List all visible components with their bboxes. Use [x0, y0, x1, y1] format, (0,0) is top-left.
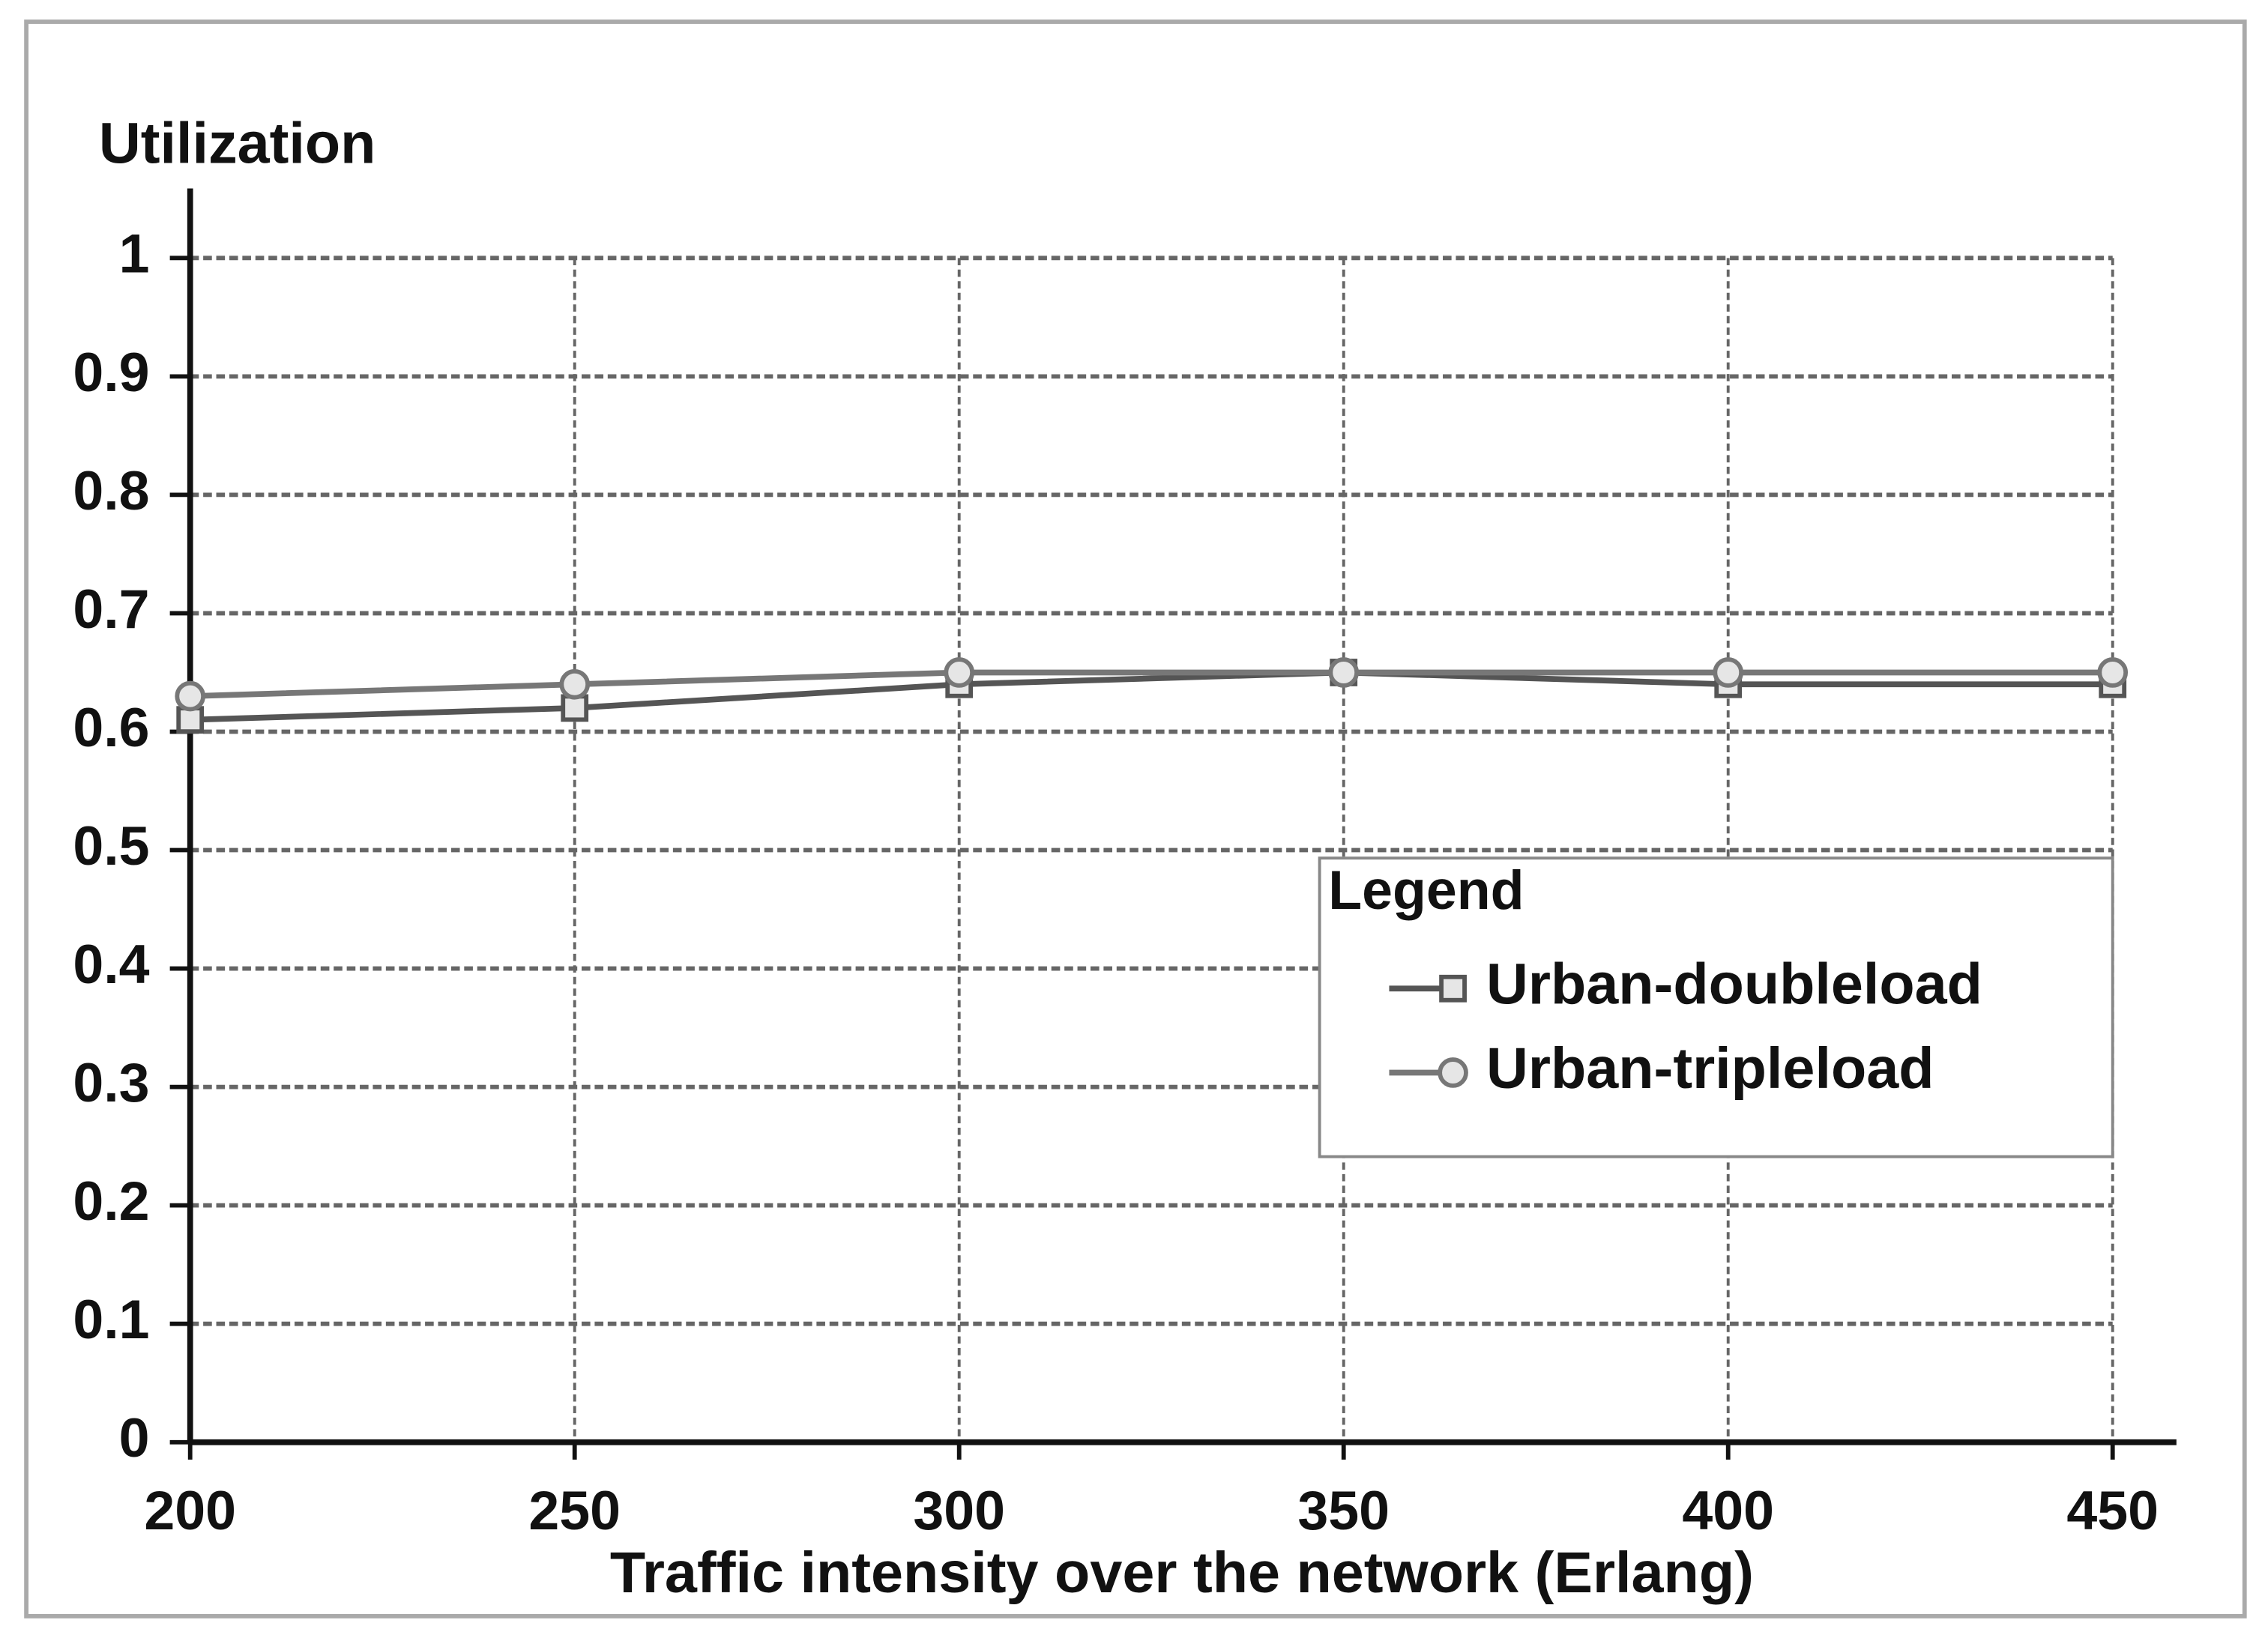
grid: 0 0.1 0.2 0.3 0.4 0.5 0.6 0.7 0.8 0.9 1 200 250 300 35… [73, 188, 2177, 1541]
y-tick-label: 0.2 [73, 1170, 149, 1232]
legend-marker [1438, 1057, 1468, 1088]
marker [559, 668, 591, 700]
y-tick-label: 0.6 [73, 696, 149, 758]
marker [175, 680, 206, 712]
x-tick-label: 200 [144, 1479, 236, 1541]
y-tick-label: 0 [119, 1406, 150, 1469]
marker [1713, 657, 1744, 688]
y-tick-label: 0.1 [73, 1288, 149, 1350]
legend-box [1318, 856, 2114, 1158]
series-line [190, 669, 2113, 723]
frame [24, 19, 2247, 1619]
legend-marker [1439, 974, 1467, 1003]
x-tick-label: 350 [1297, 1479, 1390, 1541]
legend-title: Legend [1328, 859, 1524, 921]
marker [176, 706, 205, 734]
marker [1328, 657, 1360, 688]
marker [2097, 657, 2129, 688]
marker [944, 657, 975, 688]
plot [175, 657, 2129, 734]
legend-label: Urban-doubleload [1486, 952, 1982, 1017]
x-axis-title: Traffic intensity over the network (Erla… [610, 1541, 1754, 1605]
y-tick-label: 0.8 [73, 459, 149, 522]
marker [561, 694, 589, 722]
y-tick-label: 1 [119, 223, 150, 285]
y-tick-label: 0.5 [73, 815, 149, 877]
y-tick-label: 0.3 [73, 1051, 149, 1113]
y-tick-label: 0.9 [73, 341, 149, 403]
y-tick-label: 0.7 [73, 578, 149, 640]
series-line [190, 669, 2113, 699]
x-tick-label: 250 [528, 1479, 621, 1541]
legend: Legend Urban-doubleload Urban-tripleload [1318, 856, 2114, 1158]
y-axis-title: Utilization [99, 112, 376, 176]
x-tick-label: 300 [913, 1479, 1005, 1541]
x-tick-label: 400 [1682, 1479, 1774, 1541]
x-tick-label: 450 [2066, 1479, 2159, 1541]
legend-label: Urban-tripleload [1486, 1036, 1934, 1101]
y-tick-label: 0.4 [73, 933, 149, 995]
